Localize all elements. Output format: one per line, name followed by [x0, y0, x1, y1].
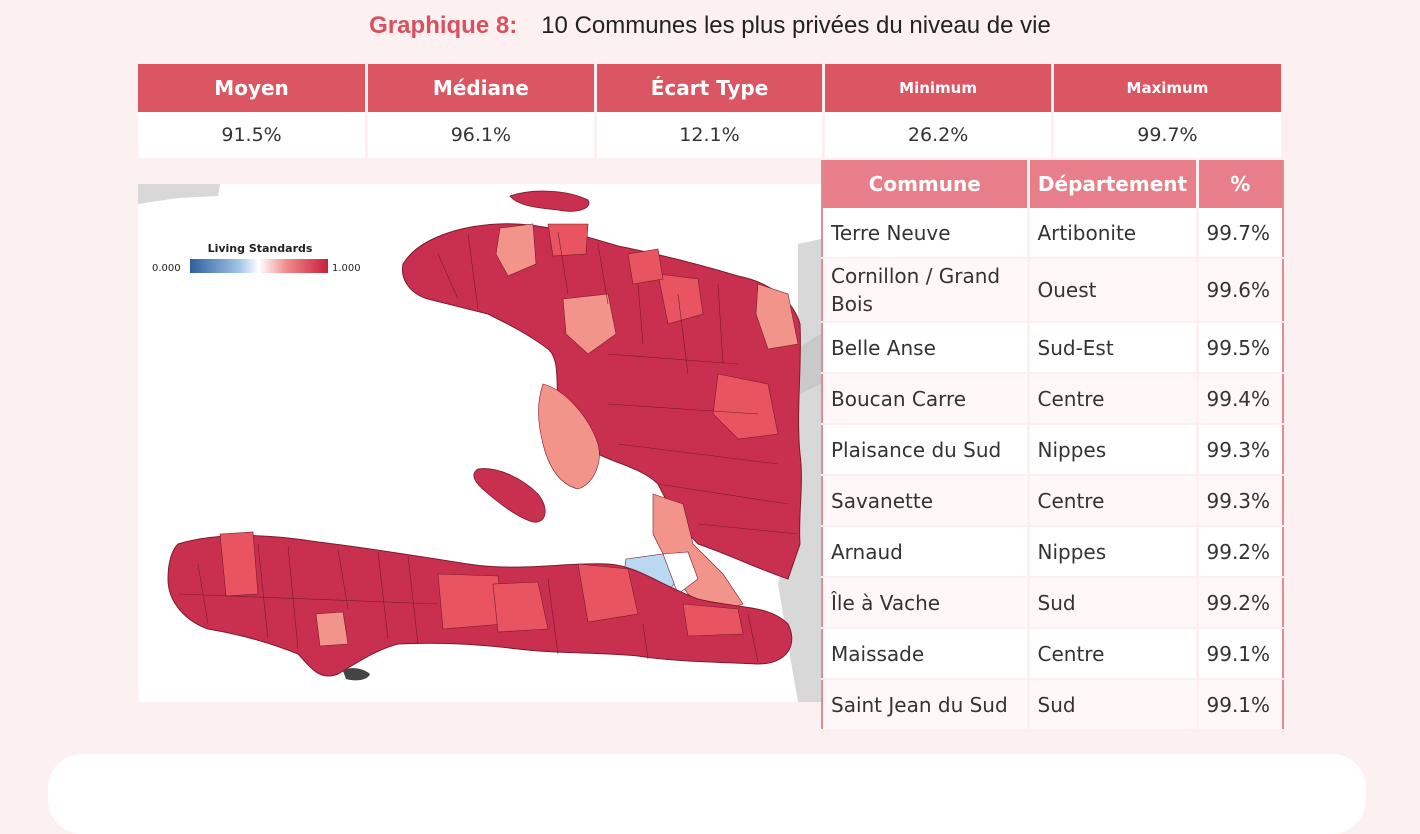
commune-name: Maissade — [822, 628, 1030, 680]
bottom-card — [48, 754, 1366, 834]
west-coast-light — [538, 383, 600, 490]
south-mid-5 — [682, 603, 744, 637]
south-light-1 — [315, 611, 349, 647]
commune-name: Île à Vache — [822, 577, 1030, 629]
gonave-island — [473, 468, 546, 523]
chart-title-text: 10 Communes les plus privées du niveau d… — [541, 12, 1051, 39]
north-light-1 — [495, 223, 537, 277]
commune-pct: 99.1% — [1197, 628, 1283, 680]
commune-pct: 99.3% — [1197, 475, 1283, 527]
chart-title-label: Graphique 8: — [369, 12, 518, 39]
ile-a-vache — [343, 668, 370, 681]
south-mid-4 — [492, 581, 549, 633]
commune-name: Savanette — [822, 475, 1030, 527]
north-mid-1 — [657, 273, 704, 325]
north-mid-2 — [712, 373, 779, 440]
south-mid-2 — [437, 573, 504, 630]
north-light-3 — [755, 283, 799, 350]
stats-value-max: 99.7% — [1052, 112, 1281, 158]
map-legend-bar — [190, 259, 328, 273]
tortuga-island — [509, 190, 590, 212]
communes-table: Commune Département % Terre Neuve Artibo… — [821, 160, 1284, 731]
table-row: Maissade Centre 99.1% — [822, 628, 1283, 680]
table-row: Terre Neuve Artibonite 99.7% — [822, 208, 1283, 259]
chart-title: Graphique 8: 10 Communes les plus privées… — [0, 12, 1420, 40]
stats-header-stddev: Écart Type — [595, 64, 826, 112]
commune-pct: 99.1% — [1197, 679, 1283, 731]
communes-header-commune: Commune — [822, 160, 1030, 208]
communes-header-pct: % — [1197, 160, 1283, 208]
map-legend-max: 1.000 — [332, 263, 361, 274]
table-row: Savanette Centre 99.3% — [822, 475, 1283, 527]
commune-departement: Centre — [1028, 475, 1199, 527]
commune-pct: 99.5% — [1197, 322, 1283, 374]
commune-name: Saint Jean du Sud — [822, 679, 1030, 731]
table-row: Île à Vache Sud 99.2% — [822, 577, 1283, 629]
commune-name: Arnaud — [822, 526, 1030, 578]
commune-departement: Sud-Est — [1028, 322, 1199, 374]
commune-name: Belle Anse — [822, 322, 1030, 374]
stats-header-median: Médiane — [366, 64, 597, 112]
table-row: Plaisance du Sud Nippes 99.3% — [822, 424, 1283, 476]
stats-header-min: Minimum — [823, 64, 1054, 112]
commune-name: Terre Neuve — [822, 208, 1030, 259]
stats-header-max: Maximum — [1052, 64, 1281, 112]
commune-pct: 99.7% — [1197, 208, 1283, 259]
commune-departement: Centre — [1028, 628, 1199, 680]
commune-departement: Centre — [1028, 373, 1199, 425]
table-row: Saint Jean du Sud Sud 99.1% — [822, 679, 1283, 731]
commune-boundaries — [177, 231, 799, 663]
north-mid-3 — [627, 248, 664, 285]
table-row: Belle Anse Sud-Est 99.5% — [822, 322, 1283, 374]
stats-value-median: 96.1% — [366, 112, 597, 158]
commune-name: Plaisance du Sud — [822, 424, 1030, 476]
commune-pct: 99.3% — [1197, 424, 1283, 476]
commune-departement: Nippes — [1028, 526, 1199, 578]
haiti-map: Living Standards 0.000 1.000 — [138, 184, 821, 702]
commune-departement: Sud — [1028, 679, 1199, 731]
south-mid-3 — [577, 563, 639, 623]
commune-pct: 99.2% — [1197, 577, 1283, 629]
neighbor-land-north — [138, 184, 220, 204]
north-mid-4 — [547, 223, 589, 257]
commune-pct: 99.4% — [1197, 373, 1283, 425]
stats-value-stddev: 12.1% — [595, 112, 826, 158]
commune-departement: Sud — [1028, 577, 1199, 629]
summary-stats-table: Moyen Médiane Écart Type Minimum Maximum… — [138, 64, 1281, 158]
map-legend-min: 0.000 — [152, 263, 181, 274]
table-row: Cornillon / Grand Bois Ouest 99.6% — [822, 258, 1283, 323]
commune-pct: 99.2% — [1197, 526, 1283, 578]
north-light-2 — [562, 293, 617, 355]
table-row: Boucan Carre Centre 99.4% — [822, 373, 1283, 425]
commune-departement: Ouest — [1028, 258, 1199, 323]
map-legend-title: Living Standards — [208, 242, 313, 255]
commune-pct: 99.6% — [1197, 258, 1283, 323]
stats-header-mean: Moyen — [138, 64, 369, 112]
port-au-prince-white — [662, 551, 699, 595]
south-mid-1 — [219, 531, 259, 597]
commune-departement: Artibonite — [1028, 208, 1199, 259]
table-row: Arnaud Nippes 99.2% — [822, 526, 1283, 578]
commune-departement: Nippes — [1028, 424, 1199, 476]
commune-name: Cornillon / Grand Bois — [822, 258, 1030, 323]
communes-header-departement: Département — [1028, 160, 1199, 208]
haiti-map-svg: Living Standards 0.000 1.000 — [138, 184, 821, 702]
commune-name: Boucan Carre — [822, 373, 1030, 425]
stats-value-min: 26.2% — [823, 112, 1054, 158]
stats-value-mean: 91.5% — [138, 112, 369, 158]
